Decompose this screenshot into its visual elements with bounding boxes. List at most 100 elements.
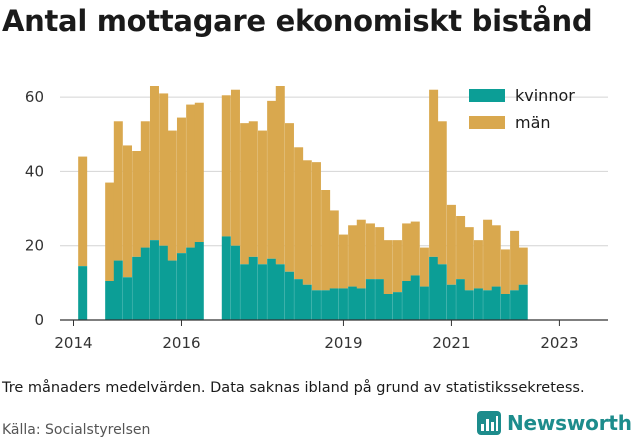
bar-man (392, 240, 402, 293)
bar-man (500, 249, 510, 294)
bar-kvinnor (257, 264, 267, 320)
bar-kvinnor (105, 281, 115, 320)
x-tick-label: 2019 (324, 334, 362, 352)
x-tick-label: 2023 (540, 334, 578, 352)
bar-kvinnor (311, 290, 321, 320)
bar-man (383, 240, 393, 294)
bar-man (186, 104, 196, 248)
brand-logo[interactable]: Newsworthy (476, 410, 631, 436)
bar-kvinnor (483, 290, 493, 320)
bar-man (365, 223, 375, 280)
bar-man (140, 121, 150, 248)
bar-man (402, 223, 412, 281)
bar-kvinnor (267, 258, 277, 320)
bar-man (302, 160, 312, 285)
bar-kvinnor (275, 264, 285, 320)
brand-name: Newsworthy (507, 411, 631, 435)
bar-kvinnor (473, 288, 483, 320)
bar-kvinnor (167, 260, 177, 320)
bar-man (176, 117, 186, 254)
bar-kvinnor (392, 292, 402, 320)
bar-kvinnor (321, 290, 331, 320)
bar-man (321, 190, 331, 291)
bar-man (473, 240, 483, 289)
bar-man (194, 102, 204, 242)
bar-kvinnor (429, 256, 439, 320)
bar-man (167, 130, 177, 261)
newsworthy-logo-icon (477, 411, 501, 435)
bar-kvinnor (302, 284, 312, 320)
y-tick-label: 0 (34, 311, 44, 329)
bar-man (456, 216, 466, 280)
bar-man (149, 86, 159, 241)
x-tick-label: 2016 (162, 334, 200, 352)
bar-kvinnor (221, 236, 231, 320)
bar-man (429, 89, 439, 257)
bar-man (113, 121, 123, 261)
bar-kvinnor (140, 247, 150, 320)
bar-man (483, 219, 493, 291)
y-tick-label: 40 (25, 162, 44, 180)
bar-man (284, 123, 294, 272)
x-tick-label: 2014 (54, 334, 92, 352)
bar-kvinnor (510, 290, 520, 320)
bar-kvinnor (437, 264, 447, 320)
legend-label: män (515, 113, 551, 132)
bar-kvinnor (186, 247, 196, 320)
bar-man (159, 93, 169, 246)
bar-kvinnor (464, 290, 474, 320)
bar-man (375, 227, 385, 280)
bar-kvinnor (240, 264, 250, 320)
bar-man (122, 145, 132, 278)
bar-man (437, 121, 447, 265)
bar-kvinnor (149, 240, 159, 320)
bar-kvinnor (446, 284, 456, 320)
bar-kvinnor (500, 294, 510, 320)
y-tick-label: 60 (25, 88, 44, 106)
y-tick-label: 20 (25, 237, 44, 255)
bar-man (311, 162, 321, 291)
bar-kvinnor (356, 288, 366, 320)
bar-kvinnor (410, 275, 420, 320)
bar-man (240, 123, 250, 265)
bar-man (446, 204, 456, 285)
bar-man (356, 219, 366, 289)
bar-man (338, 234, 348, 289)
bar-kvinnor (248, 256, 258, 320)
bar-man (132, 151, 142, 257)
bar-kvinnor (383, 294, 393, 320)
bar-kvinnor (284, 271, 294, 320)
bar-man (419, 247, 429, 287)
bar-man (267, 100, 277, 259)
bar-kvinnor (132, 256, 142, 320)
bar-man (248, 121, 258, 257)
bar-man (105, 182, 115, 281)
bar-kvinnor (230, 245, 240, 320)
legend-label: kvinnor (515, 86, 575, 105)
legend-swatch-man (469, 116, 505, 129)
source-text: Källa: Socialstyrelsen (2, 422, 151, 438)
bar-kvinnor (329, 288, 339, 320)
bar-kvinnor (78, 266, 88, 320)
bar-man (78, 156, 88, 267)
bar-kvinnor (194, 242, 204, 320)
bar-kvinnor (419, 286, 429, 320)
bar-kvinnor (365, 279, 375, 320)
bar-man (518, 247, 528, 285)
bar-kvinnor (402, 281, 412, 320)
bar-kvinnor (122, 277, 132, 320)
legend-swatch-kvinnor (469, 89, 505, 102)
bar-man (294, 147, 304, 280)
chart-title: Antal mottagare ekonomiskt bistånd (2, 4, 593, 38)
bar-kvinnor (176, 253, 186, 320)
bar-man (275, 86, 285, 265)
stacked-bar-chart: 0 20 40 60 2014 2016 2019 2021 2023 kvinnor män (25, 86, 608, 352)
bar-kvinnor (375, 279, 385, 320)
bar-man (348, 225, 358, 287)
bar-kvinnor (456, 279, 466, 320)
bar-kvinnor (113, 260, 123, 320)
chart-note: Tre månaders medelvärden. Data saknas ib… (2, 380, 585, 396)
bar-man (230, 89, 240, 246)
bar-kvinnor (338, 288, 348, 320)
bar-man (257, 130, 267, 265)
